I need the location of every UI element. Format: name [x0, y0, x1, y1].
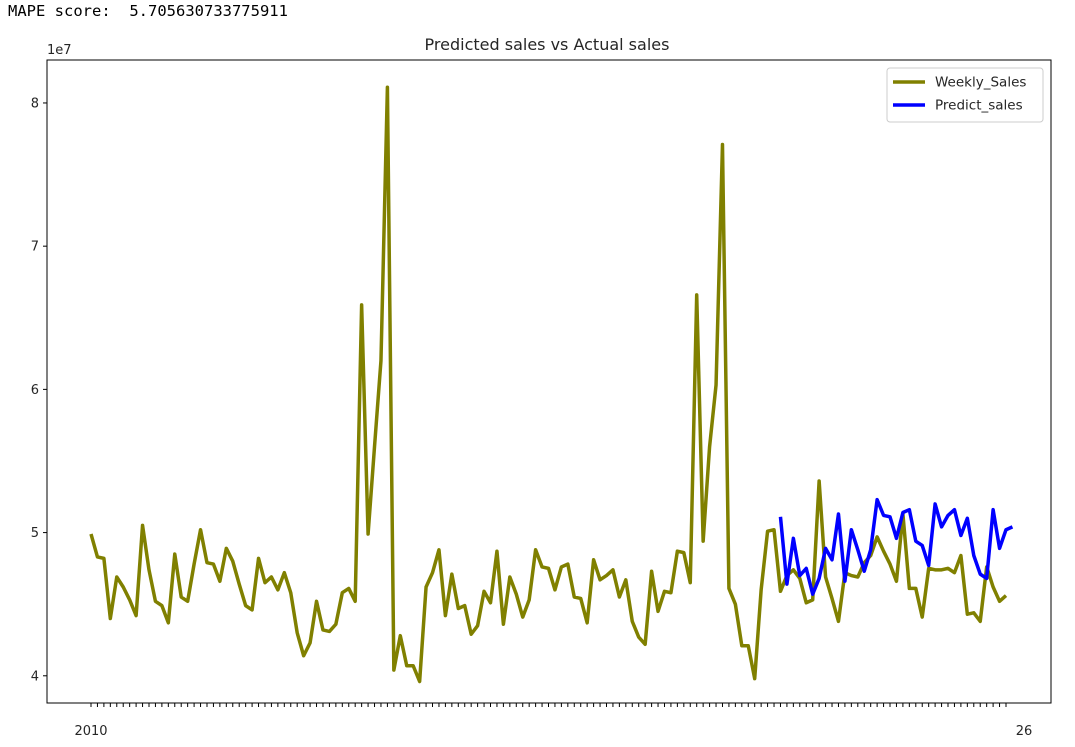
y-axis: 4 5 6 7 8: [31, 96, 47, 684]
x-axis: 2010 26: [74, 703, 1032, 739]
mape-score-label: MAPE score:: [8, 2, 111, 20]
plot-area-frame: [46, 59, 1052, 704]
y-tick-label: 8: [31, 96, 39, 111]
chart-title: Predicted sales vs Actual sales: [425, 35, 670, 54]
mape-score-value: 5.705630733775911: [129, 2, 288, 20]
series-line-predict-sales: [778, 497, 1014, 596]
y-tick-label: 5: [31, 526, 39, 541]
legend-label: Weekly_Sales: [935, 75, 1026, 91]
y-tick-label: 7: [31, 240, 39, 255]
legend-box: [886, 67, 1044, 123]
series-layer: [89, 85, 1014, 684]
legend-label: Predict_sales: [935, 98, 1023, 114]
mape-score-output: MAPE score: 5.705630733775911: [8, 2, 288, 20]
y-tick-label: 4: [31, 669, 39, 684]
legend: Weekly_Sales Predict_sales: [886, 67, 1044, 123]
series-line-weekly-sales: [89, 85, 1008, 684]
x-tick-label-last: 26: [1016, 724, 1033, 739]
x-tick-label-first: 2010: [74, 724, 107, 739]
y-axis-offset-text: 1e7: [47, 43, 72, 58]
y-tick-label: 6: [31, 383, 39, 398]
